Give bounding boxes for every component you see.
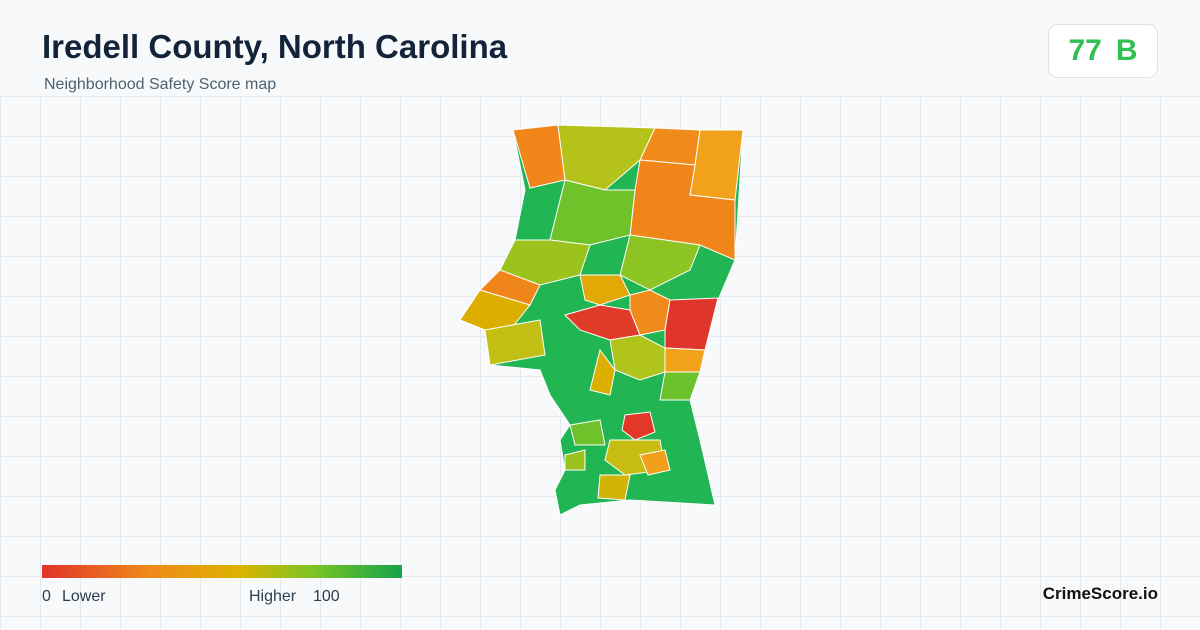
area [639,449,671,476]
score-grade: B [1115,34,1138,67]
score-badge: 77 B [1048,24,1158,78]
area [564,449,586,471]
legend-min-label: Lower [62,588,106,605]
brand: CrimeScore.io [1042,584,1158,603]
area [579,274,631,306]
area [621,411,656,441]
area [484,319,546,366]
legend-min: 0 [42,588,51,605]
area [557,124,656,191]
area [512,124,566,189]
legend-gradient [42,565,402,578]
legend-max-label: Higher [249,588,297,605]
area [659,371,701,401]
area [589,348,616,396]
area [549,179,636,246]
area [569,419,606,446]
area [664,347,706,373]
area [664,297,719,351]
legend-max: 100 [313,588,340,605]
score-value: 77 [1068,34,1102,67]
subtitle: Neighborhood Safety Score map [44,76,277,93]
area [597,474,631,501]
title: Iredell County, North Carolina [42,28,508,65]
